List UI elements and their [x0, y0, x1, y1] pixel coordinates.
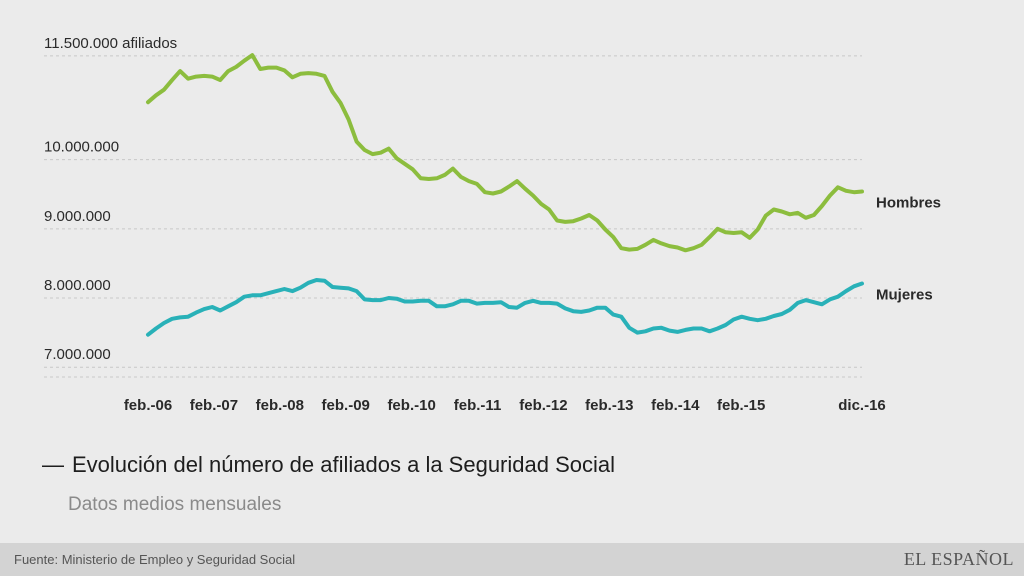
series-label-hombres: Hombres — [876, 194, 941, 211]
chart-title: — Evolución del número de afiliados a la … — [42, 452, 615, 478]
y-tick-label: 9.000.000 — [44, 208, 111, 225]
x-tick-label: feb.-15 — [717, 397, 765, 414]
x-axis-ticks: feb.-06 feb.-07 feb.-08 feb.-09 feb.-10 feb.-… — [124, 397, 886, 414]
x-tick-label: feb.-08 — [256, 397, 304, 414]
footer-bar: Fuente: Ministerio de Empleo y Seguridad… — [0, 543, 1024, 576]
x-tick-label: dic.-16 — [838, 397, 886, 414]
source-note: Fuente: Ministerio de Empleo y Seguridad… — [14, 552, 296, 567]
series-line-hombres — [146, 53, 864, 253]
y-axis-ticks: 7.000.000 8.000.000 9.000.000 10.000.000 11.… — [44, 35, 177, 363]
series-label-mujeres: Mujeres — [876, 287, 933, 304]
series-labels: Hombres Mujeres — [876, 194, 941, 303]
gridlines — [44, 55, 862, 378]
x-tick-label: feb.-13 — [585, 397, 633, 414]
x-tick-label: feb.-09 — [322, 397, 370, 414]
y-tick-label: 11.500.000 afiliados — [44, 35, 177, 52]
x-tick-label: feb.-07 — [190, 397, 238, 414]
x-tick-label: feb.-12 — [519, 397, 567, 414]
chart-subtitle: Datos medios mensuales — [68, 494, 282, 515]
title-dash: — — [42, 452, 64, 477]
series-lines — [146, 53, 864, 337]
y-tick-label: 8.000.000 — [44, 277, 111, 294]
series-line-mujeres — [146, 278, 864, 337]
y-tick-label: 7.000.000 — [44, 346, 111, 363]
line-chart: 7.000.000 8.000.000 9.000.000 10.000.000 11.… — [44, 35, 941, 414]
x-tick-label: feb.-06 — [124, 397, 172, 414]
chart-title-text: Evolución del número de afiliados a la S… — [72, 452, 616, 477]
x-tick-label: feb.-10 — [387, 397, 435, 414]
x-tick-label: feb.-14 — [651, 397, 700, 414]
brand-logo: EL ESPAÑOL — [903, 549, 1014, 569]
x-tick-label: feb.-11 — [454, 397, 502, 414]
y-tick-label: 10.000.000 — [44, 139, 119, 156]
